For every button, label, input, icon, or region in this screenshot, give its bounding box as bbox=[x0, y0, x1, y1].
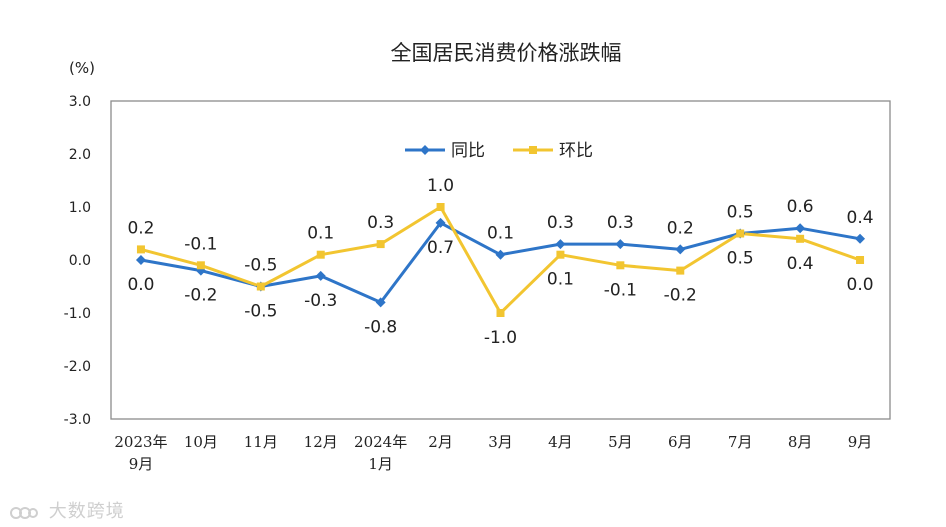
watermark-logo-icon bbox=[10, 503, 38, 521]
x-tick-label: 3月 bbox=[488, 433, 513, 451]
x-tick-label: 2023年 bbox=[114, 433, 167, 451]
data-label: 0.4 bbox=[847, 208, 874, 228]
series-point-mom bbox=[796, 234, 805, 243]
series-point-mom bbox=[436, 203, 445, 211]
y-tick-label: -3.0 bbox=[64, 412, 91, 428]
data-label: -0.2 bbox=[184, 286, 217, 306]
x-tick-label: 8月 bbox=[788, 433, 813, 451]
series-point-mom bbox=[136, 245, 145, 254]
series-point-yoy bbox=[315, 270, 326, 281]
x-tick-label: 2024年 bbox=[354, 433, 407, 451]
y-tick-label: 0.0 bbox=[69, 253, 91, 269]
data-label: -0.1 bbox=[184, 234, 217, 254]
series-point-yoy bbox=[855, 233, 866, 244]
data-label: 0.2 bbox=[667, 218, 694, 238]
x-tick-label: 9月 bbox=[129, 455, 154, 473]
data-label: -0.3 bbox=[304, 291, 337, 311]
data-label: 0.1 bbox=[487, 224, 514, 244]
x-tick-label: 9月 bbox=[848, 433, 873, 451]
y-tick-label: 2.0 bbox=[69, 147, 91, 163]
y-tick-label: -2.0 bbox=[64, 359, 91, 375]
series-point-yoy bbox=[495, 249, 506, 260]
data-label: 0.5 bbox=[727, 203, 754, 223]
x-tick-label: 11月 bbox=[244, 433, 278, 451]
legend: 同比 环比 bbox=[405, 141, 593, 161]
x-tick-label: 12月 bbox=[304, 433, 338, 451]
legend-label: 同比 bbox=[451, 141, 485, 161]
legend-marker bbox=[529, 146, 537, 154]
watermark-text: 大数跨境 bbox=[48, 501, 125, 522]
series-point-mom bbox=[196, 261, 205, 270]
legend-label: 环比 bbox=[559, 141, 593, 161]
series-point-yoy bbox=[795, 223, 806, 234]
data-label: 0.0 bbox=[847, 275, 874, 295]
y-tick-label: -1.0 bbox=[64, 306, 91, 322]
data-label: 0.2 bbox=[127, 218, 154, 238]
data-label: 0.1 bbox=[307, 224, 334, 244]
data-label: -0.8 bbox=[364, 317, 397, 337]
y-unit-label: (%) bbox=[69, 59, 95, 77]
series-point-mom bbox=[676, 266, 685, 275]
data-label: 0.5 bbox=[727, 249, 754, 269]
y-tick-label: 3.0 bbox=[69, 94, 91, 110]
series-point-yoy bbox=[615, 239, 626, 250]
data-label: 0.6 bbox=[787, 197, 814, 217]
y-tick-label: 1.0 bbox=[69, 200, 91, 216]
y-axis-ticks: 3.0 2.0 1.0 0.0 -1.0 -2.0 -3.0 bbox=[64, 94, 91, 428]
data-label: 0.1 bbox=[547, 270, 574, 290]
data-label: -0.5 bbox=[244, 302, 277, 322]
x-tick-label: 4月 bbox=[548, 433, 573, 451]
series-point-mom bbox=[736, 229, 745, 238]
series-point-mom bbox=[256, 282, 265, 291]
data-label: 0.0 bbox=[127, 275, 154, 295]
data-label: -0.1 bbox=[604, 280, 637, 300]
series-point-mom bbox=[616, 261, 625, 270]
series-point-yoy bbox=[435, 217, 446, 228]
series-point-yoy bbox=[135, 255, 146, 265]
legend-marker bbox=[420, 145, 430, 155]
data-label: 0.3 bbox=[547, 213, 574, 233]
data-label: 0.4 bbox=[787, 254, 814, 274]
watermark: 大数跨境 bbox=[10, 497, 125, 523]
series-point-mom bbox=[496, 309, 505, 317]
x-tick-label: 7月 bbox=[728, 433, 753, 451]
series-point-mom bbox=[556, 250, 565, 259]
data-label: 0.3 bbox=[367, 213, 394, 233]
chart-title: 全国居民消费价格涨跌幅 bbox=[391, 41, 622, 65]
x-tick-label: 2月 bbox=[428, 433, 453, 451]
series-point-yoy bbox=[375, 297, 386, 308]
x-axis-ticks: 2023年 9月 10月 11月 12月 2024年 1月 2月 3月 4月 5月 6月 7月 8月 9月 bbox=[114, 433, 872, 473]
x-tick-label: 5月 bbox=[608, 433, 633, 451]
series-point-yoy bbox=[675, 244, 686, 255]
data-label: 1.0 bbox=[427, 176, 454, 196]
x-tick-label: 1月 bbox=[368, 455, 393, 473]
series-layer: 0.0 0.2 -0.2 -0.1 -0.5 -0.5 -0.3 0.1 -0.8 0.3 0.7 1… bbox=[127, 176, 873, 348]
data-label: -1.0 bbox=[484, 328, 517, 348]
series-point-yoy bbox=[555, 239, 566, 250]
series-point-mom bbox=[856, 256, 865, 264]
data-label: 0.3 bbox=[607, 213, 634, 233]
x-tick-label: 10月 bbox=[184, 433, 218, 451]
data-label: -0.2 bbox=[664, 286, 697, 306]
x-tick-label: 6月 bbox=[668, 433, 693, 451]
data-label: 0.7 bbox=[427, 238, 454, 258]
data-label: -0.5 bbox=[244, 256, 277, 276]
series-point-mom bbox=[316, 250, 325, 259]
series-point-mom bbox=[376, 240, 385, 249]
plot-area-frame bbox=[110, 100, 891, 420]
